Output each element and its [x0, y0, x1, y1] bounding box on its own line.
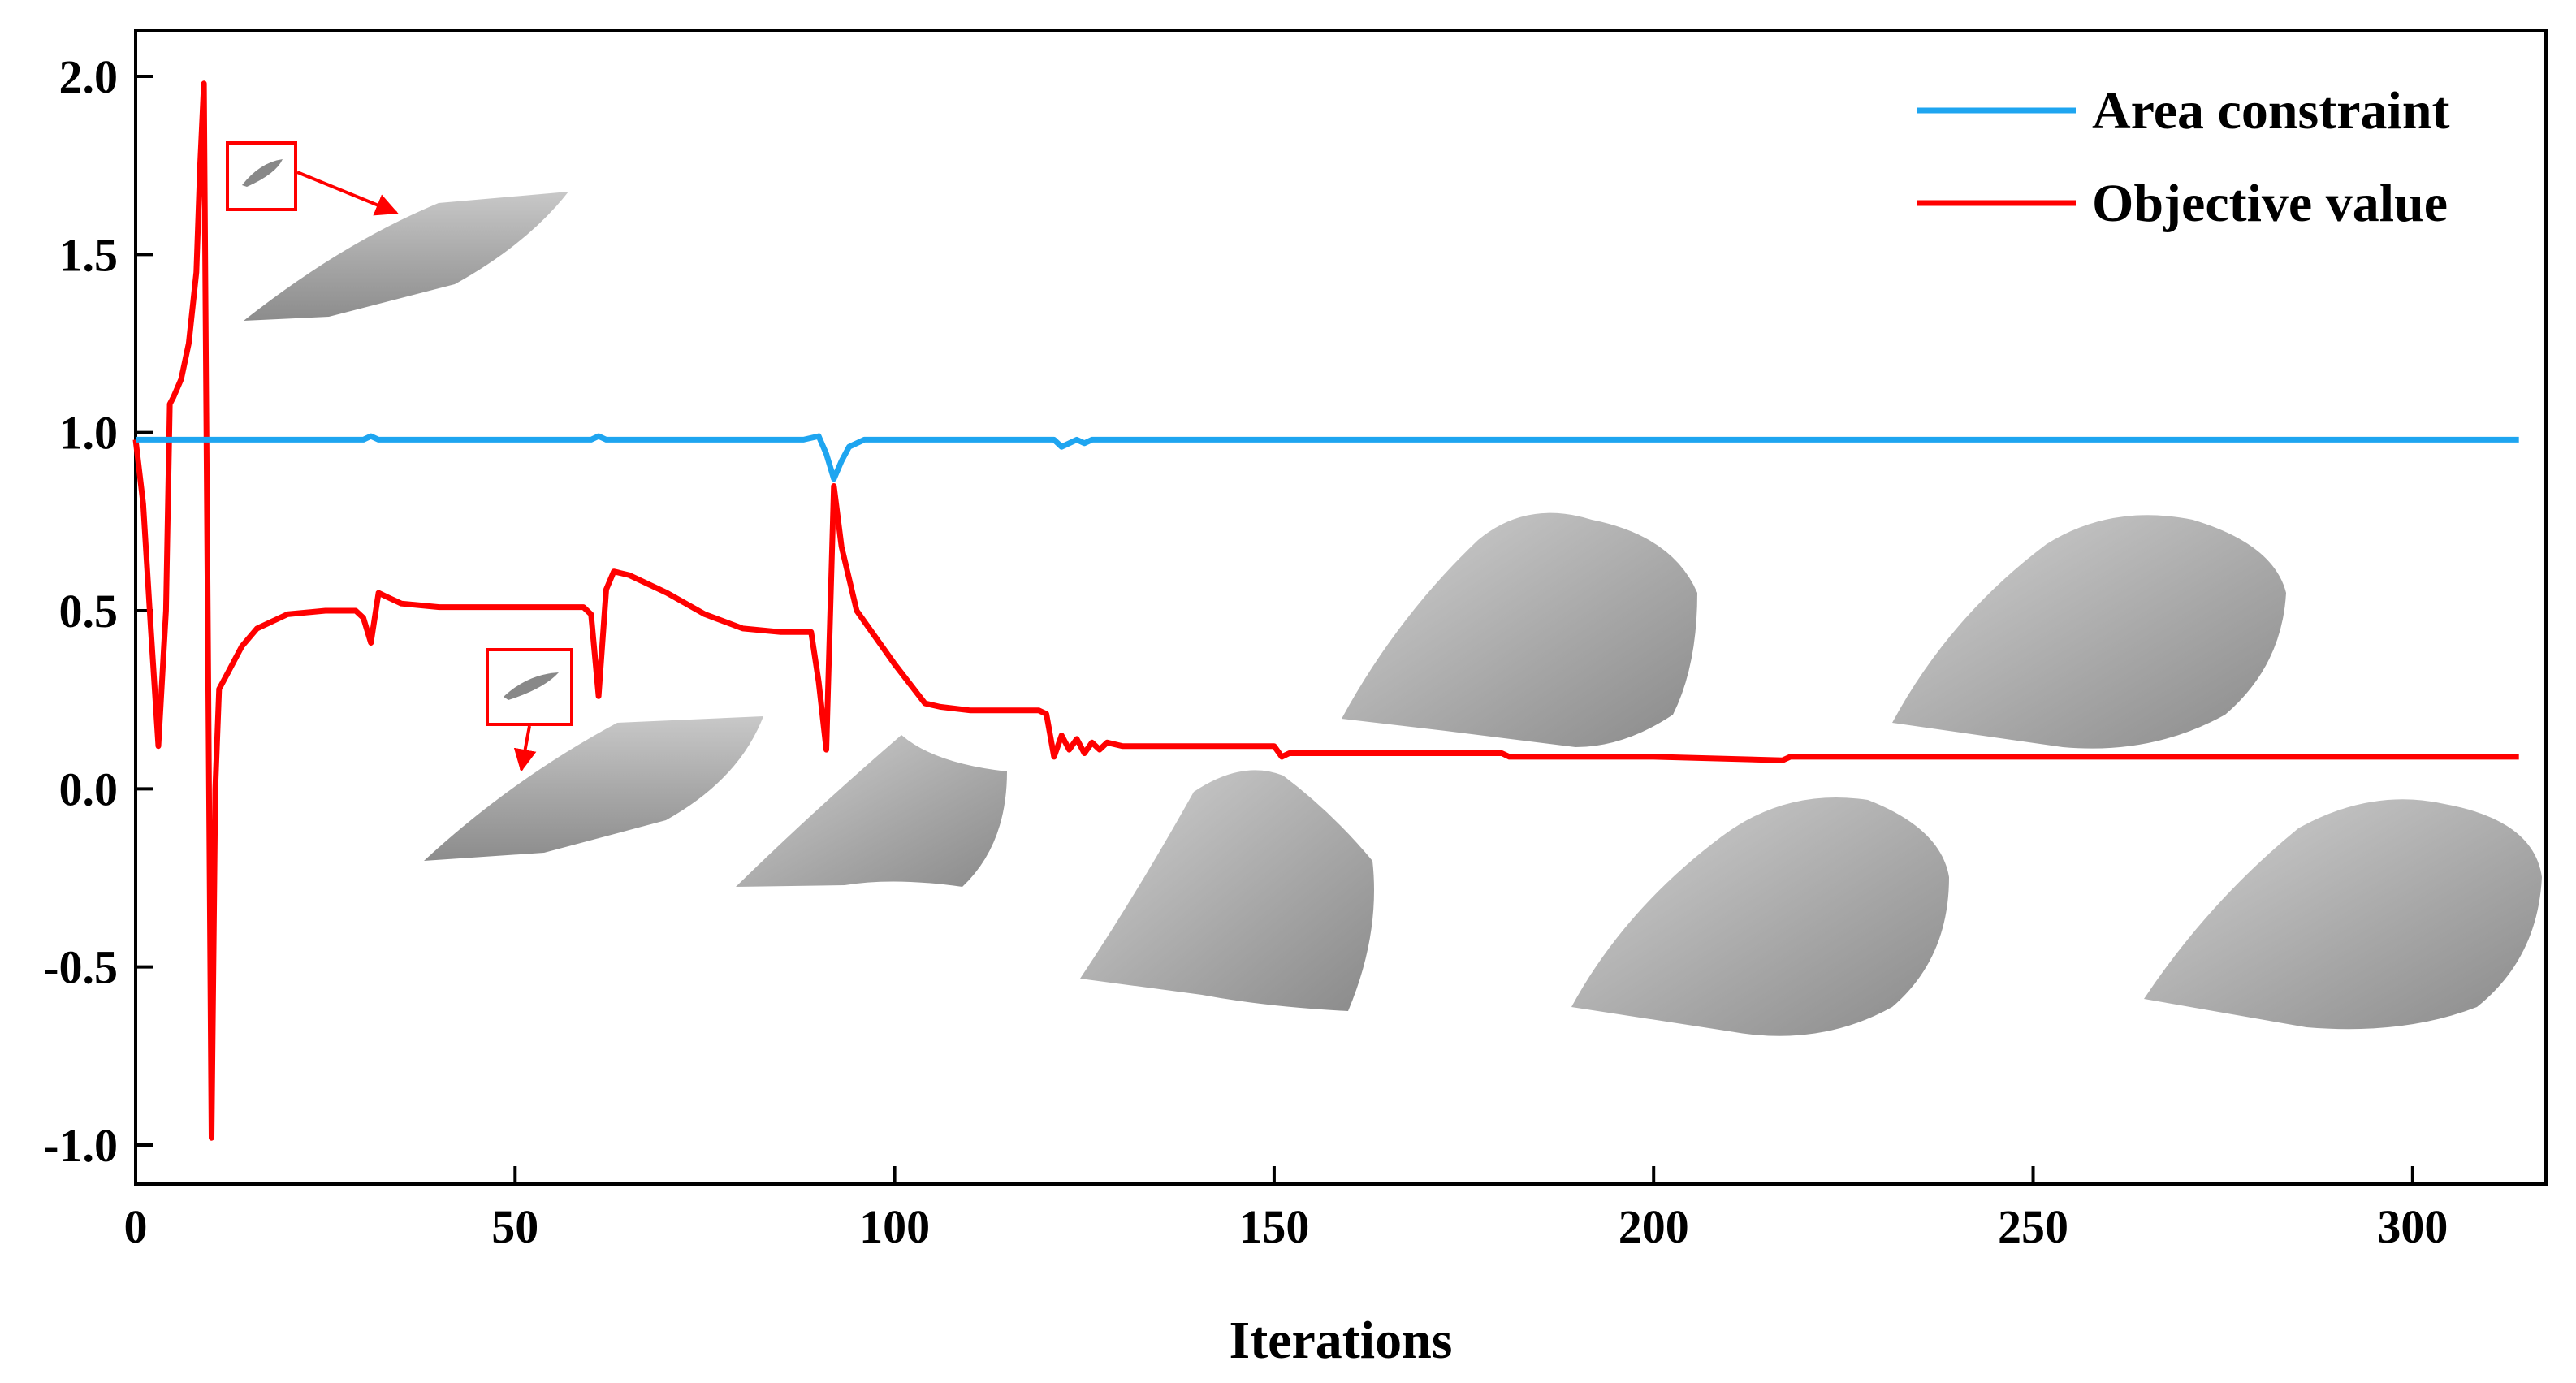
shape-iter-60 [424, 716, 763, 861]
legend-label-area-constraint: Area constraint [2092, 81, 2450, 140]
x-tick-label: 50 [491, 1200, 538, 1253]
shape-iter-215 [1571, 797, 1949, 1036]
callout-shape-1 [226, 141, 568, 321]
y-tick-label: 0.0 [59, 763, 119, 815]
x-axis: 0 50 100 150 200 250 300 [124, 1166, 2448, 1253]
shape-iter-255 [1892, 515, 2286, 749]
x-tick-label: 200 [1619, 1200, 1689, 1253]
series-layer [132, 80, 2519, 1141]
shape-iter-90 [736, 735, 1007, 887]
shape-insets [226, 141, 2542, 1036]
y-tick-label: 1.5 [59, 228, 119, 281]
y-tick-label: 1.0 [59, 407, 119, 460]
callout-shape-2 [424, 648, 763, 861]
y-tick-label: -0.5 [43, 941, 118, 994]
shape-iter-150 [1080, 770, 1374, 1011]
y-axis: -1.0 -0.5 0.0 0.5 1.0 1.5 2.0 [43, 50, 153, 1172]
x-axis-title: Iterations [1230, 1311, 1453, 1370]
x-tick-label: 250 [1998, 1200, 2068, 1253]
shape-iter-9 [244, 192, 568, 321]
legend-label-objective-value: Objective value [2092, 174, 2448, 233]
shape-iter-300 [2144, 799, 2542, 1030]
y-tick-label: -1.0 [43, 1119, 118, 1172]
x-tick-label: 0 [124, 1200, 148, 1253]
x-tick-label: 100 [859, 1200, 930, 1253]
series-line-objective-value [132, 80, 2519, 1141]
shape-iter-180 [1342, 512, 1697, 747]
plot-frame [134, 29, 2548, 1186]
x-tick-label: 300 [2377, 1200, 2448, 1253]
legend: Area constraint Objective value [1917, 81, 2450, 233]
series-line-area-constraint [136, 433, 2519, 482]
x-tick-label: 150 [1238, 1200, 1309, 1253]
y-tick-label: 0.5 [59, 585, 119, 637]
y-tick-label: 2.0 [59, 50, 119, 103]
